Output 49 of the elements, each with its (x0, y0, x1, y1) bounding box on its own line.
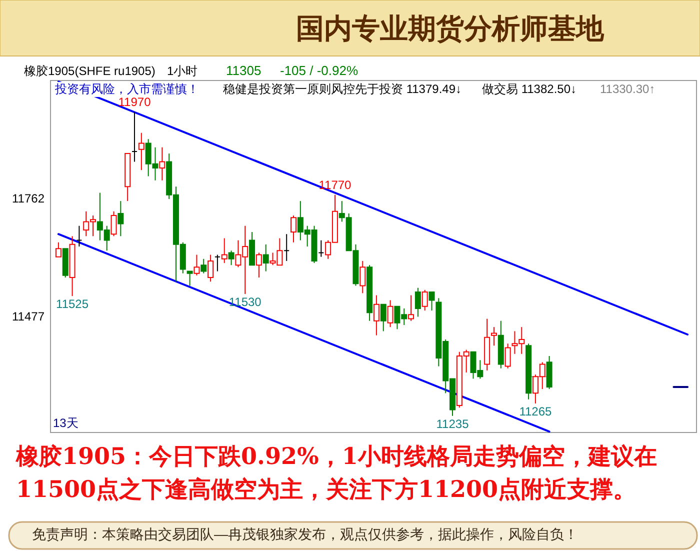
candlestick (490, 326, 497, 346)
annotation: 稳健是投资第一原则风控先于投资 11379.49↓ (223, 82, 462, 96)
annotation: 11265 (519, 404, 552, 418)
candlestick (186, 270, 193, 286)
text: 橡胶1905：今日下跌0.92%，1小时线格局走势偏空，建议在11500点之下逢高做空为主，关注下方11200点附近支撑。 (15, 443, 657, 503)
candlestick (373, 294, 380, 336)
candlestick (110, 210, 117, 237)
candlestick (76, 225, 82, 247)
candlestick (284, 234, 290, 262)
y-tick-label: 11762 (12, 192, 45, 206)
annotation: 11970 (118, 95, 152, 110)
annotation: 11530 (228, 295, 262, 310)
text: 免责声明：本策略由交易团队—冉茂银独家发布，观点仅供参考，据此操作，风险自负！ (32, 526, 578, 542)
candlestick (414, 287, 421, 318)
annotation: 投资有风险，入市需谨慎！ (54, 82, 199, 96)
candlestick (422, 289, 428, 312)
text: 橡胶1905(SHFE ru1905) (24, 64, 156, 78)
candlestick (387, 300, 394, 328)
candlestick (132, 112, 138, 162)
candlestick (55, 242, 62, 258)
candlestick (194, 254, 200, 276)
candlestick (200, 258, 207, 274)
candlestick (214, 254, 220, 272)
candlestick (428, 291, 435, 312)
text: 11305 (226, 63, 262, 78)
candlestick (118, 200, 124, 237)
text: 1小时 (167, 64, 198, 78)
annotation: 做交易 11382.50↓ (482, 82, 576, 96)
candlestick (208, 254, 214, 282)
candlestick (159, 146, 166, 181)
candlestick (256, 252, 262, 278)
candlestick (360, 260, 366, 294)
candlestick (504, 343, 511, 369)
annotation: 11525 (56, 297, 89, 312)
annotation: 11330.30↑ (600, 82, 656, 96)
candlestick (228, 250, 234, 266)
candlestick (380, 304, 386, 332)
y-tick-label: 11477 (12, 309, 45, 324)
candlestick (221, 238, 228, 264)
candlestick (290, 215, 296, 243)
candlestick (408, 294, 414, 322)
annotation: 13天 (53, 416, 78, 430)
annotation: 11235 (436, 416, 470, 431)
text: -105 / -0.92% (280, 63, 358, 78)
annotation: 11770 (318, 178, 352, 192)
candlestick (138, 132, 144, 171)
candlestick (318, 240, 324, 258)
chart-title: 国内专业期货分析师基地 (296, 13, 605, 44)
candlestick (262, 244, 269, 272)
